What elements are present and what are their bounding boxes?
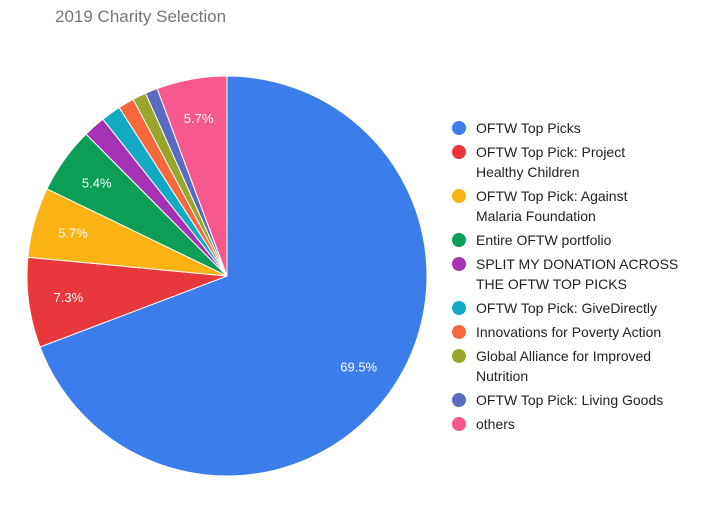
- legend-swatch: [452, 393, 466, 407]
- slice-data-label: 5.7%: [58, 226, 88, 241]
- legend-item[interactable]: OFTW Top Pick: Against Malaria Foundatio…: [448, 186, 710, 226]
- pie-slice[interactable]: [156, 75, 228, 277]
- legend-label: SPLIT MY DONATION ACROSS THE OFTW TOP PI…: [476, 256, 679, 292]
- legend-swatch: [452, 189, 466, 203]
- slice-data-label: 5.4%: [82, 176, 112, 191]
- legend-item[interactable]: SPLIT MY DONATION ACROSS THE OFTW TOP PI…: [448, 254, 710, 294]
- legend-swatch: [452, 233, 466, 247]
- legend-swatch: [452, 301, 466, 315]
- slice-data-label: 69.5%: [340, 359, 377, 374]
- legend-label: OFTW Top Pick: Living Goods: [476, 392, 664, 408]
- legend-swatch: [452, 417, 466, 431]
- legend-swatch: [452, 325, 466, 339]
- legend-item[interactable]: Global Alliance for Improved Nutrition: [448, 346, 710, 386]
- chart-legend: OFTW Top Picks OFTW Top Pick: Project Hea…: [448, 118, 710, 438]
- legend-label: Innovations for Poverty Action: [476, 324, 662, 340]
- legend-item[interactable]: Entire OFTW portfolio: [448, 230, 710, 250]
- legend-label: others: [476, 416, 515, 432]
- pie-slice[interactable]: [39, 75, 428, 477]
- legend-swatch: [452, 349, 466, 363]
- legend-label: OFTW Top Pick: Against Malaria Foundatio…: [476, 188, 628, 224]
- legend-item[interactable]: OFTW Top Pick: Project Healthy Children: [448, 142, 710, 182]
- slice-data-label: 5.7%: [184, 111, 214, 126]
- legend-item[interactable]: others: [448, 414, 710, 434]
- legend-label: Entire OFTW portfolio: [476, 232, 612, 248]
- legend-label: OFTW Top Pick: Project Healthy Children: [476, 144, 626, 180]
- legend-swatch: [452, 145, 466, 159]
- legend-label: Global Alliance for Improved Nutrition: [476, 348, 652, 384]
- legend-label: OFTW Top Pick: GiveDirectly: [476, 300, 657, 316]
- legend-swatch: [452, 121, 466, 135]
- legend-swatch: [452, 257, 466, 271]
- legend-label: OFTW Top Picks: [476, 120, 581, 136]
- legend-item[interactable]: OFTW Top Picks: [448, 118, 710, 138]
- chart-title: 2019 Charity Selection: [55, 7, 227, 26]
- legend-item[interactable]: Innovations for Poverty Action: [448, 322, 710, 342]
- legend-item[interactable]: OFTW Top Pick: GiveDirectly: [448, 298, 710, 318]
- legend-item[interactable]: OFTW Top Pick: Living Goods: [448, 390, 710, 410]
- slice-data-label: 7.3%: [54, 290, 84, 305]
